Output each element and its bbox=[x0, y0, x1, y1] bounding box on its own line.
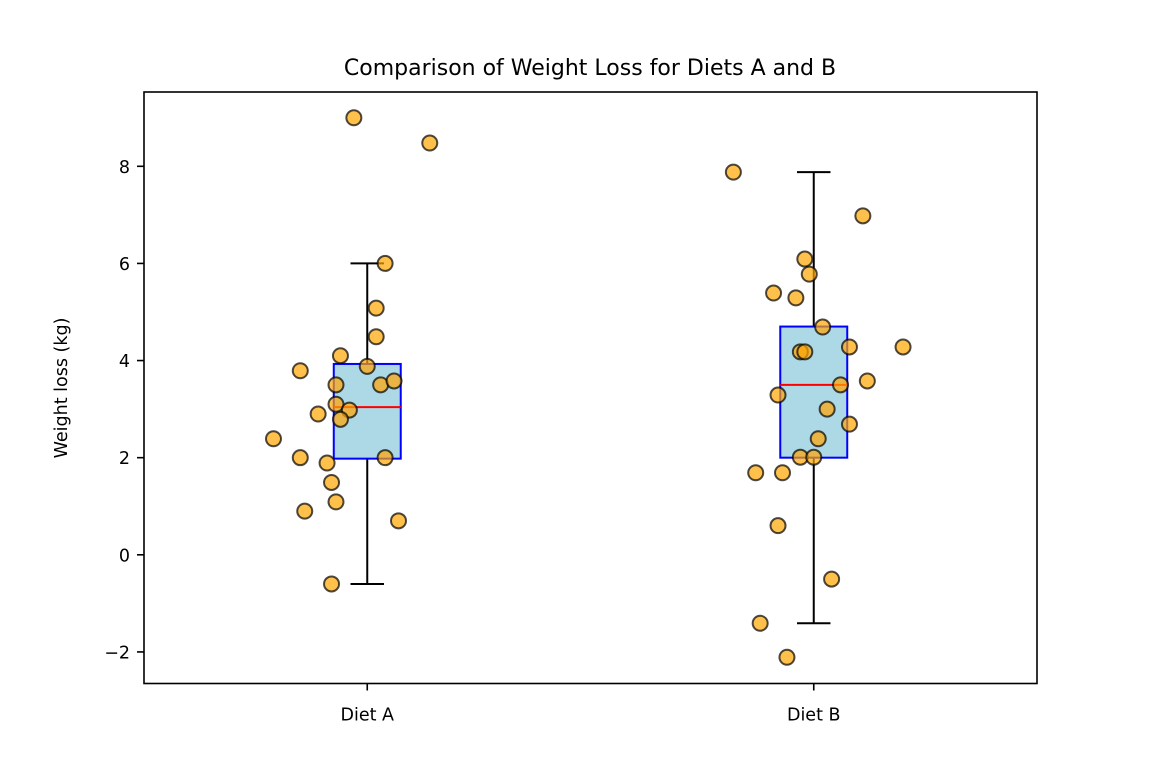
data-point bbox=[769, 386, 787, 404]
x-axis: Diet A Diet B bbox=[341, 683, 841, 726]
y-tick-label: 8 bbox=[119, 158, 130, 178]
data-point bbox=[376, 254, 394, 272]
data-point bbox=[796, 343, 814, 361]
points-diet-a bbox=[264, 109, 439, 593]
points-diet-b bbox=[724, 163, 912, 666]
data-point bbox=[376, 449, 394, 467]
data-point bbox=[291, 362, 309, 380]
data-point bbox=[345, 109, 363, 127]
data-point bbox=[796, 250, 814, 268]
data-point bbox=[385, 372, 403, 390]
data-point bbox=[421, 134, 439, 152]
data-point bbox=[814, 318, 832, 336]
data-point bbox=[769, 517, 787, 535]
y-tick-label: 6 bbox=[119, 255, 130, 275]
data-point bbox=[854, 207, 872, 225]
data-point bbox=[331, 347, 349, 365]
x-tick-label: Diet B bbox=[787, 706, 841, 726]
y-tick-label: −2 bbox=[104, 643, 130, 663]
data-point bbox=[894, 338, 912, 356]
data-point bbox=[367, 299, 385, 317]
data-point bbox=[800, 265, 818, 283]
y-axis: −2 0 2 4 6 8 bbox=[104, 158, 144, 663]
data-point bbox=[858, 372, 876, 390]
scatter-points bbox=[264, 109, 912, 666]
x-tick-label: Diet A bbox=[341, 706, 395, 726]
data-point bbox=[323, 473, 341, 491]
data-point bbox=[747, 464, 765, 482]
data-point bbox=[358, 357, 376, 375]
y-axis-label: Weight loss (kg) bbox=[52, 318, 72, 459]
axes-background bbox=[144, 92, 1037, 684]
data-point bbox=[778, 648, 796, 666]
data-point bbox=[390, 512, 408, 530]
data-point bbox=[765, 284, 783, 302]
data-point bbox=[832, 376, 850, 394]
data-point bbox=[805, 448, 823, 466]
data-point bbox=[724, 163, 742, 181]
data-point bbox=[331, 410, 349, 428]
data-point bbox=[787, 289, 805, 307]
axes-frame bbox=[143, 91, 1038, 685]
data-point bbox=[773, 464, 791, 482]
y-tick-label: 0 bbox=[119, 546, 130, 566]
data-point bbox=[264, 430, 282, 448]
y-tick-label: 2 bbox=[119, 449, 130, 469]
data-point bbox=[323, 575, 341, 593]
data-point bbox=[818, 400, 836, 418]
data-point bbox=[751, 614, 769, 632]
data-point bbox=[840, 338, 858, 356]
plot-area bbox=[143, 91, 1038, 685]
y-tick-label: 4 bbox=[119, 352, 130, 372]
data-point bbox=[327, 376, 345, 394]
data-point bbox=[840, 415, 858, 433]
data-point bbox=[291, 449, 309, 467]
data-point bbox=[318, 454, 336, 472]
chart-title: Comparison of Weight Loss for Diets A an… bbox=[344, 56, 836, 81]
data-point bbox=[296, 502, 314, 520]
data-point bbox=[309, 405, 327, 423]
data-point bbox=[367, 328, 385, 346]
data-point bbox=[823, 570, 841, 588]
data-point bbox=[327, 493, 345, 511]
data-point bbox=[809, 430, 827, 448]
